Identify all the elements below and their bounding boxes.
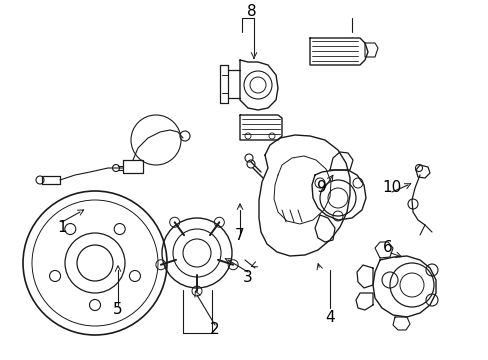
Text: 6: 6 xyxy=(382,240,392,256)
Text: 7: 7 xyxy=(235,228,244,243)
Text: 8: 8 xyxy=(246,4,256,19)
Text: 2: 2 xyxy=(210,323,220,338)
Text: 4: 4 xyxy=(325,310,334,325)
Text: 1: 1 xyxy=(57,220,67,235)
Text: 3: 3 xyxy=(243,270,252,285)
Text: 5: 5 xyxy=(113,302,122,318)
Text: 10: 10 xyxy=(382,180,401,195)
Text: 9: 9 xyxy=(317,180,326,195)
